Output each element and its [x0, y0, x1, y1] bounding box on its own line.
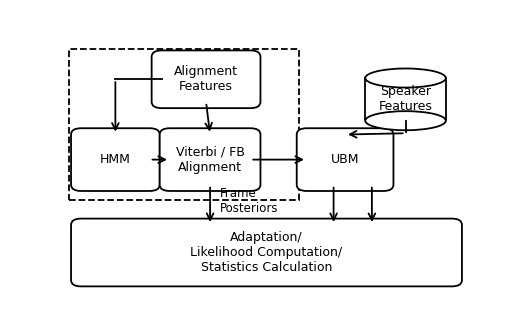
- Text: Adaptation/
Likelihood Computation/
Statistics Calculation: Adaptation/ Likelihood Computation/ Stat…: [190, 231, 343, 274]
- Bar: [69, 49, 298, 200]
- Bar: [365, 78, 446, 121]
- FancyBboxPatch shape: [297, 128, 394, 191]
- Text: Frame
Posteriors: Frame Posteriors: [220, 187, 279, 215]
- Text: HMM: HMM: [100, 153, 131, 166]
- Ellipse shape: [365, 111, 446, 130]
- FancyBboxPatch shape: [152, 51, 261, 108]
- Text: Speaker
Features: Speaker Features: [379, 85, 433, 113]
- FancyBboxPatch shape: [160, 128, 261, 191]
- FancyBboxPatch shape: [71, 219, 462, 286]
- FancyBboxPatch shape: [71, 128, 160, 191]
- Text: Alignment
Features: Alignment Features: [174, 65, 238, 93]
- Text: UBM: UBM: [331, 153, 359, 166]
- Text: Viterbi / FB
Alignment: Viterbi / FB Alignment: [176, 146, 244, 174]
- Ellipse shape: [365, 68, 446, 88]
